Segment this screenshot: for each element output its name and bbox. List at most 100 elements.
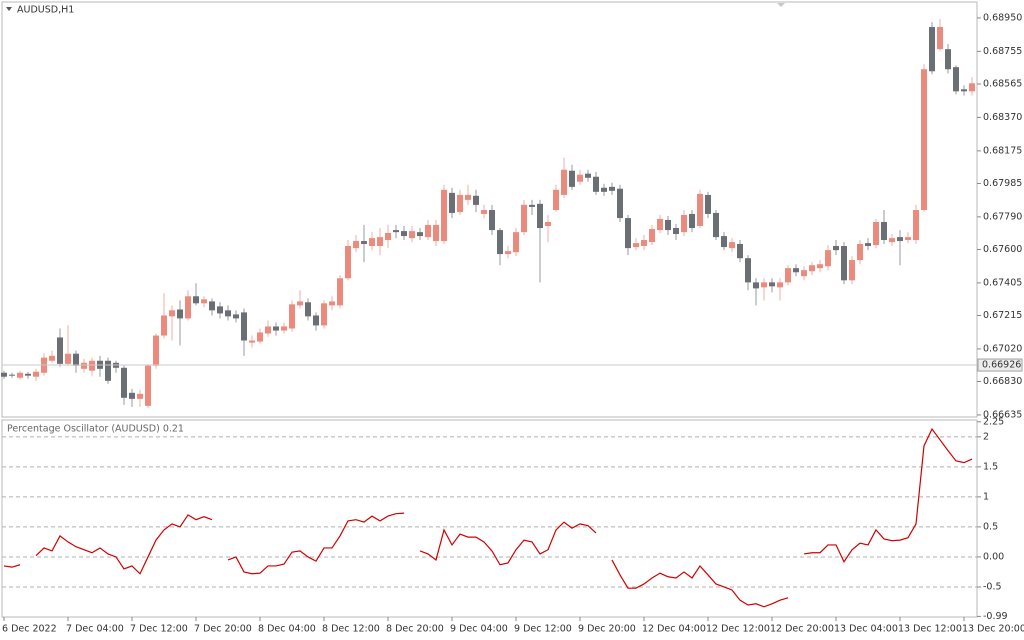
y-tick-label: 0.67985 [983, 178, 1022, 189]
candle-body [745, 258, 751, 283]
candle-body [73, 353, 79, 366]
candle-body [449, 192, 455, 213]
candle-body [617, 188, 623, 219]
candle-body [185, 296, 191, 319]
x-tick-label: 9 Dec 12:00 [514, 624, 572, 635]
candle-body [385, 232, 391, 241]
candle-body [969, 83, 975, 92]
oscillator-line [227, 512, 405, 575]
candle-body [57, 337, 63, 364]
x-tick-label: 8 Dec 20:00 [386, 624, 444, 635]
y-tick-label: 2 [983, 431, 989, 442]
x-tick-label: 9 Dec 04:00 [450, 624, 508, 635]
candle-body [49, 355, 55, 361]
candle-body [649, 229, 655, 243]
candle-body [65, 353, 71, 364]
candle-body [9, 374, 15, 376]
candle-body [409, 231, 415, 239]
dropdown-icon[interactable] [6, 7, 12, 11]
candle-body [433, 224, 439, 242]
candle-body [89, 360, 95, 371]
candle-body [801, 270, 807, 277]
x-tick-label: 7 Dec 04:00 [66, 624, 124, 635]
candle-body [937, 27, 943, 50]
x-tick-label: 9 Dec 20:00 [578, 624, 636, 635]
y-tick-label: 0.67405 [983, 277, 1022, 288]
candle-body [905, 237, 911, 241]
candle-body [265, 326, 271, 334]
candle-body [1, 372, 7, 377]
x-tick-label: 12 Dec 12:00 [706, 624, 770, 635]
oscillator-line [803, 427, 973, 563]
candle-body [369, 238, 375, 247]
y-tick-label: -0.5 [983, 581, 1002, 592]
x-tick-label: 8 Dec 04:00 [258, 624, 316, 635]
y-tick-label: 0.66635 [983, 409, 1022, 420]
candle-body [713, 212, 719, 238]
price-title: AUDUSD,H1 [17, 5, 74, 16]
last-price-box [977, 358, 1023, 372]
oscillator-title: Percentage Oscillator (AUDUSD) 0.21 [7, 424, 184, 435]
candle-body [193, 296, 199, 304]
y-tick-label: 0.68755 [983, 46, 1022, 57]
shift-marker [777, 3, 785, 7]
y-tick-label: 0.67020 [983, 343, 1022, 354]
candle-body [601, 187, 607, 192]
candle-body [921, 69, 927, 211]
y-tick-label: 0.68175 [983, 145, 1022, 156]
candle-body [849, 260, 855, 281]
oscillator-panel [1, 419, 978, 618]
oscillator-line [419, 521, 597, 566]
candle-body [33, 371, 39, 377]
candle-body [225, 310, 231, 317]
candle-body [721, 236, 727, 248]
candle-body [873, 222, 879, 245]
candle-body [401, 231, 407, 237]
candle-body [929, 27, 935, 72]
candle-body [489, 210, 495, 231]
candle-body [329, 301, 335, 306]
candle-body [857, 243, 863, 261]
candle-body [689, 213, 695, 229]
candle-body [313, 315, 319, 326]
candle-body [145, 365, 151, 406]
candle-body [889, 238, 895, 243]
candle-body [753, 282, 759, 289]
candle-body [673, 228, 679, 235]
x-tick-label: 6 Dec 2022 [2, 624, 57, 635]
candle-body [25, 373, 31, 376]
oscillator-line [3, 564, 21, 568]
candle-body [481, 210, 487, 214]
candle-body [961, 89, 967, 92]
candle-body [593, 176, 599, 192]
candle-body [665, 219, 671, 231]
candle-body [425, 224, 431, 238]
last-price-label: 0.66926 [982, 360, 1021, 371]
candle-body [785, 268, 791, 283]
candle-body [945, 49, 951, 70]
candle-body [417, 232, 423, 237]
candle-body [625, 218, 631, 249]
candle-body [497, 230, 503, 255]
candle-body [105, 360, 111, 381]
candle-body [273, 326, 279, 331]
candle-body [761, 282, 767, 288]
candle-body [913, 210, 919, 241]
candle-body [305, 302, 311, 317]
candle-body [345, 246, 351, 279]
candle-body [137, 393, 143, 399]
candle-body [553, 189, 559, 211]
candle-body [521, 204, 527, 233]
candle-body [585, 173, 591, 178]
candle-body [841, 246, 847, 281]
price-panel [1, 1, 978, 418]
candle-body [249, 340, 255, 343]
y-tick-label: 0.67790 [983, 211, 1022, 222]
candle-body [633, 243, 639, 248]
y-tick-label: 0.5 [983, 521, 998, 532]
candle-body [897, 237, 903, 242]
candle-body [505, 251, 511, 255]
y-tick-label: 0.67215 [983, 310, 1022, 321]
candle-body [609, 186, 615, 191]
